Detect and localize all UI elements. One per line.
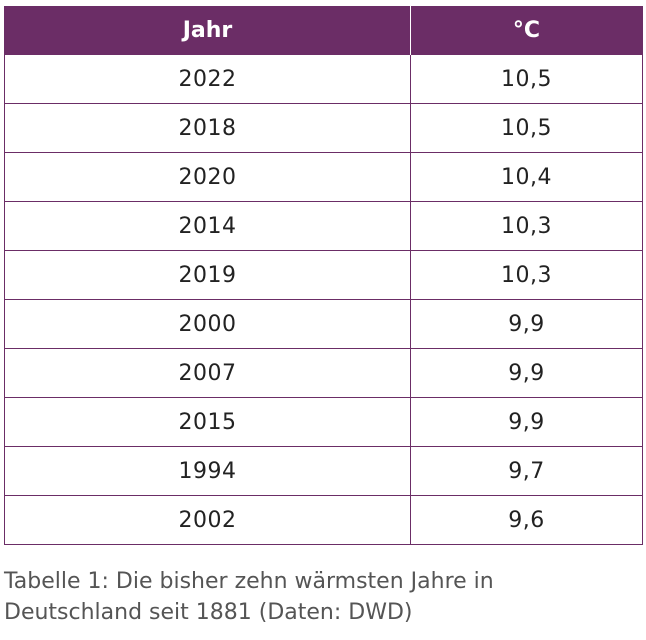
cell-year: 2019 [4, 250, 411, 300]
table-row: 2000 9,9 [4, 299, 643, 349]
header-year: Jahr [4, 6, 411, 55]
cell-temperature: 10,5 [410, 54, 643, 104]
cell-temperature: 9,9 [410, 299, 643, 349]
table-row: 2015 9,9 [4, 397, 643, 447]
cell-temperature: 9,7 [410, 446, 643, 496]
table-row: 2019 10,3 [4, 250, 643, 300]
table-row: 2007 9,9 [4, 348, 643, 398]
cell-year: 2018 [4, 103, 411, 153]
cell-temperature: 9,6 [410, 495, 643, 545]
cell-temperature: 10,3 [410, 250, 643, 300]
cell-temperature: 9,9 [410, 348, 643, 398]
temperature-table: Jahr °C 2022 10,5 2018 10,5 2020 10,4 20… [4, 6, 643, 545]
cell-year: 2002 [4, 495, 411, 545]
header-row: Jahr °C [4, 6, 643, 55]
cell-year: 2022 [4, 54, 411, 104]
table-row: 2002 9,6 [4, 495, 643, 545]
cell-year: 2014 [4, 201, 411, 251]
caption-line-1: Tabelle 1: Die bisher zehn wärmsten Jahr… [4, 569, 494, 594]
table-caption: Tabelle 1: Die bisher zehn wärmsten Jahr… [4, 566, 634, 628]
cell-temperature: 10,3 [410, 201, 643, 251]
table-body: 2022 10,5 2018 10,5 2020 10,4 2014 10,3 … [4, 54, 643, 545]
table-row: 2022 10,5 [4, 54, 643, 104]
cell-temperature: 9,9 [410, 397, 643, 447]
caption-line-2: Deutschland seit 1881 (Daten: DWD) [4, 600, 413, 625]
table-row: 2014 10,3 [4, 201, 643, 251]
header-temperature: °C [410, 6, 643, 55]
cell-temperature: 10,4 [410, 152, 643, 202]
cell-year: 2015 [4, 397, 411, 447]
cell-year: 2000 [4, 299, 411, 349]
cell-temperature: 10,5 [410, 103, 643, 153]
cell-year: 2020 [4, 152, 411, 202]
cell-year: 2007 [4, 348, 411, 398]
table-row: 2018 10,5 [4, 103, 643, 153]
table-row: 1994 9,7 [4, 446, 643, 496]
table-header: Jahr °C [4, 6, 643, 55]
table-row: 2020 10,4 [4, 152, 643, 202]
cell-year: 1994 [4, 446, 411, 496]
